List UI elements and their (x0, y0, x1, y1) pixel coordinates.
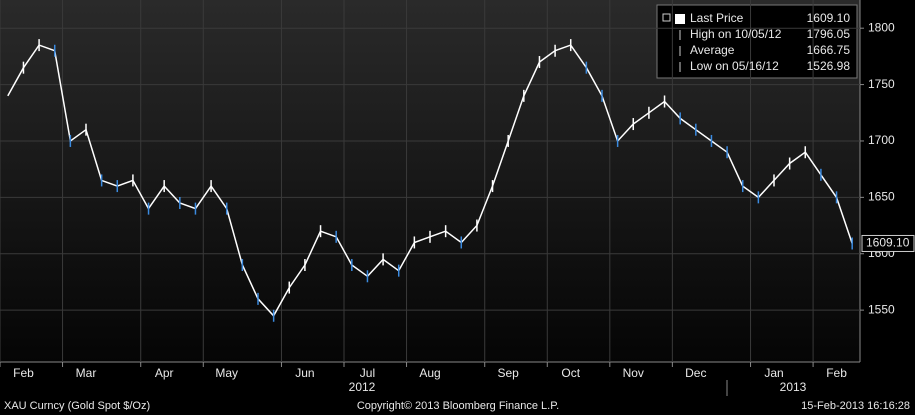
legend-label: Average (690, 43, 735, 57)
x-tick-label: Aug (419, 366, 440, 380)
x-tick-label: Jul (360, 366, 375, 380)
y-tick-label: 1750 (868, 77, 895, 91)
x-tick-label: Sep (498, 366, 520, 380)
legend-box (656, 4, 858, 79)
x-tick-label: Nov (623, 366, 644, 380)
x-tick-label: Oct (561, 366, 580, 380)
y-tick-label: 1700 (868, 133, 895, 147)
y-tick-label: 1800 (868, 20, 895, 34)
x-tick-label: Jan (764, 366, 783, 380)
y-tick-label: 1550 (868, 302, 895, 316)
y-tick-label: 1650 (868, 190, 895, 204)
x-tick-label: Feb (826, 366, 847, 380)
legend-swatch (675, 14, 685, 24)
year-label: 2013 (780, 380, 807, 394)
legend-value: 1526.98 (807, 59, 851, 73)
footer-ticker: XAU Curncy (Gold Spot $/Oz) (4, 400, 150, 412)
legend-label: High on 10/05/12 (690, 27, 782, 41)
legend-value: 1609.10 (807, 11, 851, 25)
footer-copyright: Copyright© 2013 Bloomberg Finance L.P. (357, 400, 559, 412)
legend-collapse (662, 13, 671, 22)
footer-timestamp: 15-Feb-2013 16:16:28 (801, 400, 910, 412)
x-tick-label: May (215, 366, 238, 380)
x-tick-label: Mar (76, 366, 97, 380)
last-price-tag (861, 234, 915, 252)
legend-label: Last Price (690, 11, 744, 25)
legend-value: 1666.75 (807, 43, 851, 57)
year-label: 2012 (349, 380, 376, 394)
legend-value: 1796.05 (807, 27, 851, 41)
x-tick-label: Jun (295, 366, 314, 380)
x-tick-label: Feb (13, 366, 34, 380)
legend-label: Low on 05/16/12 (690, 59, 779, 73)
x-tick-label: Apr (155, 366, 174, 380)
last-price-label: 1609.10 (866, 236, 910, 250)
x-tick-label: Dec (685, 366, 706, 380)
